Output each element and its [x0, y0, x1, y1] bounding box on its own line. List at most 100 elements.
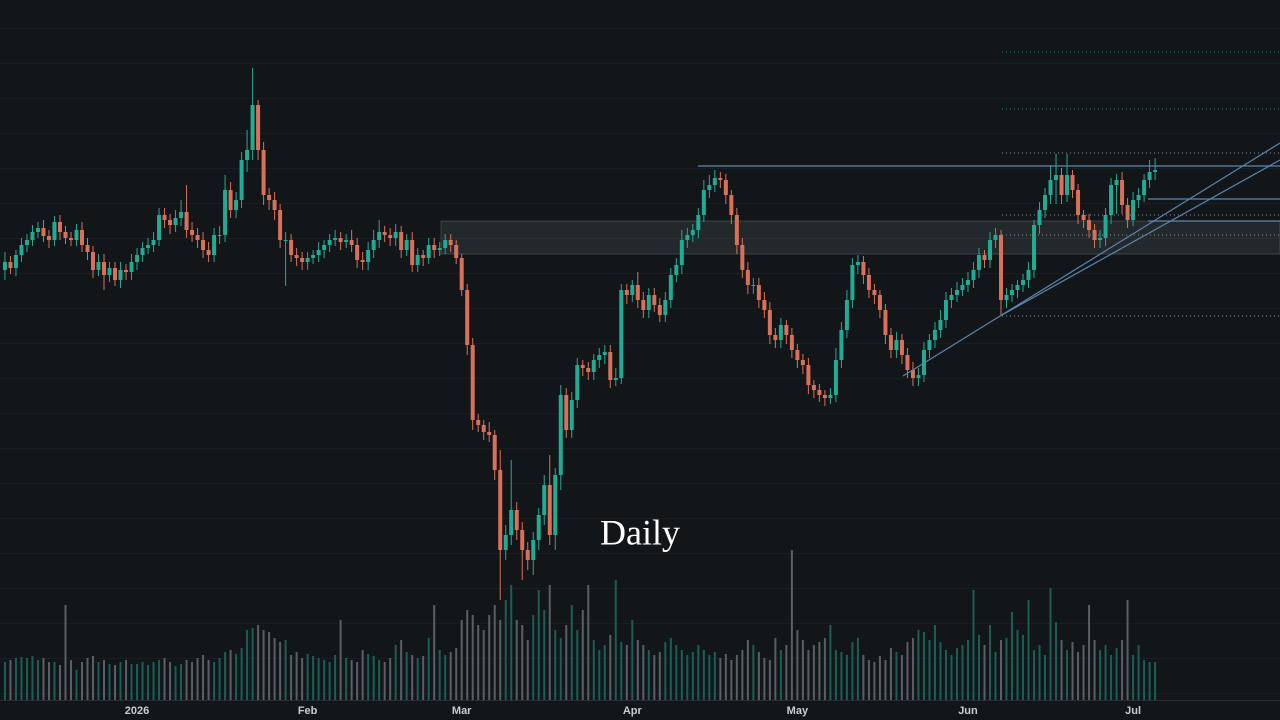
volume-bar	[532, 615, 535, 700]
x-tick-label: Jul	[1125, 705, 1141, 717]
candle-body	[575, 365, 580, 400]
candle-body	[135, 255, 140, 262]
candle-body	[723, 180, 728, 195]
volume-bar	[235, 654, 238, 700]
candle-body	[338, 238, 343, 242]
candle-body	[1114, 180, 1119, 185]
volume-bar	[499, 620, 502, 700]
candle-body	[982, 255, 987, 260]
candle-body	[404, 240, 409, 250]
candle-body	[542, 485, 547, 515]
volume-bar	[136, 664, 139, 700]
candle-body	[415, 255, 420, 265]
candle-body	[316, 250, 321, 255]
volume-bar	[631, 620, 634, 700]
candle-body	[938, 320, 943, 330]
volume-bar	[383, 662, 386, 700]
volume-bar	[895, 652, 898, 700]
volume-bar	[80, 662, 83, 700]
volume-bar	[86, 658, 89, 700]
volume-bar	[20, 657, 23, 700]
candle-body	[690, 230, 695, 235]
volume-bar	[1071, 642, 1074, 700]
volume-bar	[829, 625, 832, 700]
candle-body	[1142, 180, 1147, 195]
candle-body	[745, 270, 750, 285]
volume-bar	[367, 654, 370, 700]
candle-body	[503, 535, 508, 550]
volume-bar	[625, 645, 628, 700]
candle-body	[481, 425, 486, 432]
x-tick-label: Mar	[452, 705, 472, 717]
candle-body	[327, 240, 332, 245]
volume-bar	[598, 650, 601, 700]
volume-bar	[1022, 635, 1025, 700]
candle-body	[2, 262, 7, 270]
volume-bar	[306, 654, 309, 700]
volume-bar	[246, 630, 249, 700]
candle-body	[228, 190, 233, 210]
drawings	[698, 51, 1280, 377]
candle-body	[333, 238, 338, 240]
volume-bar	[983, 645, 986, 700]
volume-bar	[834, 650, 837, 700]
volume-bar	[526, 640, 529, 700]
candle-body	[888, 335, 893, 350]
candle-body	[927, 340, 932, 350]
candle-body	[294, 255, 299, 258]
candle-body	[448, 240, 453, 245]
volume-bar	[823, 638, 826, 700]
volume-bar	[719, 658, 722, 700]
candle-body	[646, 295, 651, 310]
candle-body	[13, 255, 18, 268]
volume-bar	[785, 645, 788, 700]
candle-body	[162, 215, 167, 220]
volume-bar	[284, 640, 287, 700]
volume-bar	[1115, 648, 1118, 700]
candle-body	[399, 232, 404, 250]
volume-bar	[697, 645, 700, 700]
candle-body	[806, 365, 811, 385]
volume-bar	[1154, 662, 1157, 700]
candle-body	[1004, 295, 1009, 300]
candle-body	[437, 248, 442, 250]
volume-bar	[878, 656, 881, 700]
candle-body	[91, 252, 96, 270]
volume-bar	[196, 658, 199, 700]
candle-body	[822, 395, 827, 398]
candle-body	[454, 245, 459, 258]
candle-body	[470, 345, 475, 420]
candle-body	[954, 290, 959, 295]
candle-body	[784, 325, 789, 335]
drawings-under	[440, 220, 1280, 255]
candle-body	[580, 365, 585, 368]
volume-bar	[378, 660, 381, 700]
candle-body	[124, 270, 129, 272]
candle-body	[113, 268, 118, 280]
candle-body	[850, 265, 855, 300]
volume-pane	[3, 550, 1157, 700]
volume-bar	[317, 658, 320, 700]
range-zone	[440, 220, 1280, 255]
x-tick-label: Jun	[958, 705, 978, 717]
volume-bar	[125, 660, 128, 700]
candle-body	[360, 260, 365, 262]
candle-body	[586, 368, 591, 372]
volume-bar	[119, 662, 122, 700]
candle-body	[1032, 225, 1037, 270]
candle-body	[267, 195, 272, 200]
volume-bar	[350, 660, 353, 700]
volume-bar	[1148, 662, 1151, 700]
candle-body	[140, 248, 145, 255]
candle-body	[553, 475, 558, 535]
candle-body	[718, 178, 723, 180]
volume-bar	[1049, 588, 1052, 700]
volume-bar	[686, 655, 689, 700]
candle-body	[877, 295, 882, 310]
candle-body	[844, 300, 849, 330]
volume-bar	[460, 620, 463, 700]
candle-body	[960, 285, 965, 290]
volume-bar	[691, 652, 694, 700]
candle-body	[212, 235, 217, 255]
